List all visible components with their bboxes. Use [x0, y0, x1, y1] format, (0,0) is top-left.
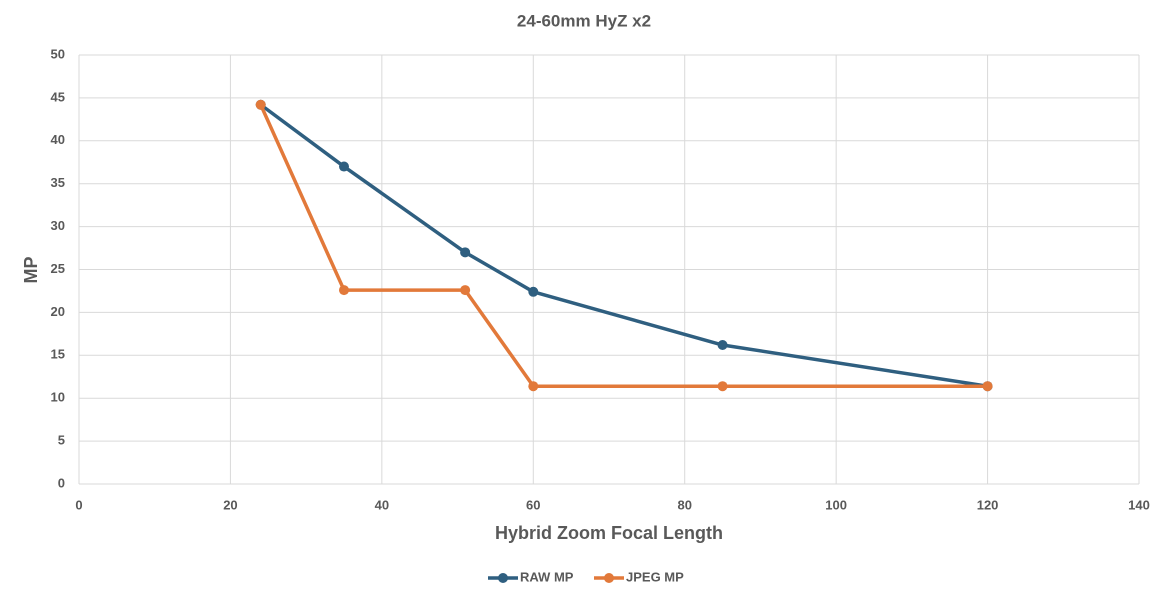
data-point [982, 381, 993, 392]
y-tick-label: 10 [51, 390, 65, 405]
y-tick-label: 25 [51, 261, 65, 276]
data-point [460, 247, 471, 258]
legend-label: RAW MP [520, 569, 574, 584]
legend-marker [604, 573, 614, 583]
x-tick-label: 140 [1128, 497, 1150, 512]
y-tick-label: 0 [58, 475, 65, 490]
data-point [255, 99, 266, 110]
data-point [528, 286, 539, 297]
series-line [259, 103, 988, 388]
y-tick-label: 20 [51, 304, 65, 319]
y-tick-label: 30 [51, 218, 65, 233]
data-point [717, 340, 728, 351]
legend-marker [498, 573, 508, 583]
y-tick-label: 35 [51, 175, 65, 190]
x-tick-label: 0 [75, 497, 82, 512]
y-tick-label: 50 [51, 46, 65, 61]
data-point [339, 161, 349, 172]
x-tick-label: 100 [825, 497, 847, 512]
y-axis-label: MP [21, 257, 41, 284]
data-point [339, 285, 349, 296]
x-tick-label: 120 [977, 497, 999, 512]
x-tick-label: 20 [223, 497, 237, 512]
y-tick-label: 45 [51, 89, 65, 104]
y-tick-label: 15 [51, 347, 65, 362]
x-tick-label: 80 [677, 497, 691, 512]
series-line [259, 104, 988, 388]
data-point [528, 381, 539, 392]
data-point [717, 381, 728, 392]
x-axis-label: Hybrid Zoom Focal Length [495, 523, 723, 543]
y-tick-label: 5 [58, 433, 65, 448]
x-tick-label: 40 [375, 497, 389, 512]
x-tick-label: 60 [526, 497, 540, 512]
y-tick-label: 40 [51, 132, 65, 147]
chart-title: 24-60mm HyZ x2 [517, 11, 651, 30]
data-point [460, 285, 471, 296]
legend-label: JPEG MP [626, 569, 684, 584]
